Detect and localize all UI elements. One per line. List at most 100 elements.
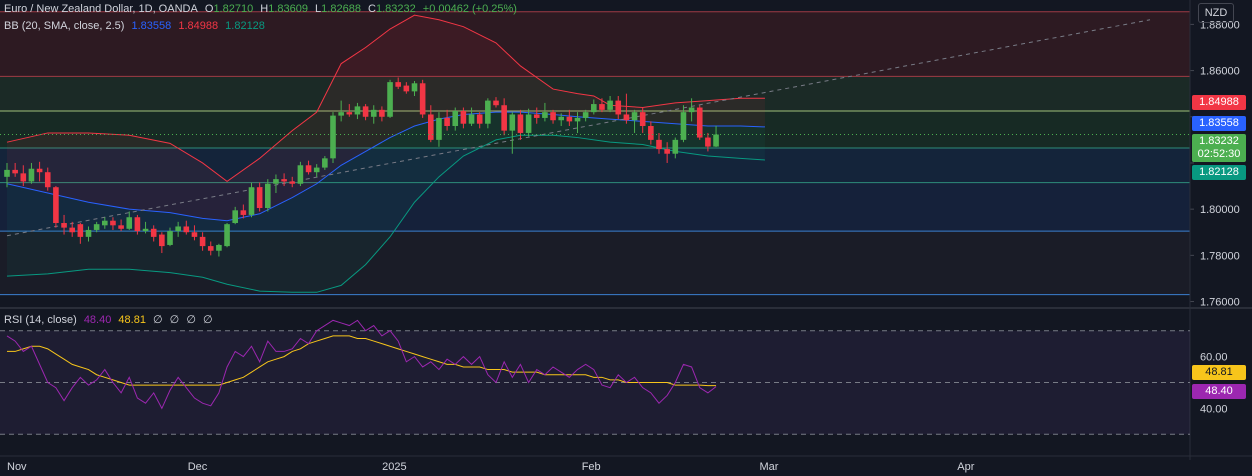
candle-body [362, 106, 369, 117]
rsi-tag-value: 48.40 [1192, 384, 1246, 399]
price-tag-close: 1.83232 02:52:30 [1192, 134, 1246, 162]
bb-basis-value: 1.83558 [131, 20, 172, 32]
bb-legend[interactable]: BB (20, SMA, close, 2.5) 1.83558 1.84988… [4, 20, 269, 32]
candle-body [338, 112, 344, 116]
candle-body [313, 167, 320, 173]
time-axis-label: Mar [760, 461, 779, 473]
candle-body [648, 126, 654, 140]
candle-body [110, 220, 116, 226]
candle-body [664, 149, 670, 154]
candle-body [411, 83, 418, 92]
low-value: 1.82688 [321, 3, 361, 15]
symbol-title: Euro / New Zealand Dollar, 1D, OANDA [4, 3, 198, 15]
candle-body [460, 111, 467, 124]
candle-body [85, 229, 92, 237]
rsi-axis-label: 40.00 [1200, 403, 1228, 415]
empty-value-3: ∅ [186, 314, 196, 326]
candle-body [354, 106, 361, 115]
currency-button[interactable]: NZD [1198, 3, 1234, 23]
candle-body [623, 114, 630, 121]
candle-body [582, 112, 589, 118]
price-tag-close-value: 1.83232 [1199, 135, 1239, 147]
countdown-timer: 02:52:30 [1197, 148, 1241, 160]
candle-body [183, 226, 190, 233]
candle-body [150, 228, 157, 237]
rsi-legend[interactable]: RSI (14, close) 48.40 48.81 ∅ ∅ ∅ ∅ [4, 313, 217, 326]
candle-body [370, 109, 377, 117]
zone-band [0, 182, 1190, 232]
candle-body [403, 85, 410, 92]
bb-label: BB (20, SMA, close, 2.5) [4, 20, 125, 32]
candle-body [232, 210, 238, 224]
candle-body [476, 114, 483, 124]
candle-body [395, 82, 401, 87]
candle-body [493, 100, 499, 106]
candle-body [705, 137, 711, 147]
bb-lower-line [6, 134, 765, 293]
candle-body [680, 112, 687, 140]
candle-body [134, 217, 141, 232]
close-label: C [368, 3, 376, 15]
zone-band [0, 111, 1190, 148]
candle-body [550, 112, 556, 121]
bb-upper-value: 1.84988 [178, 20, 219, 32]
bb-upper-fill [7, 15, 765, 221]
candle-body [4, 169, 10, 177]
candle-body [256, 187, 263, 208]
bb-upper-line [6, 14, 765, 183]
candle-body [713, 134, 719, 147]
candle-body [199, 236, 206, 247]
bb-lower-fill [7, 112, 765, 293]
empty-value-2: ∅ [169, 314, 180, 326]
candle-body [216, 244, 222, 251]
candle-body [305, 165, 312, 173]
candle-body [696, 107, 703, 138]
candle-body [591, 104, 597, 113]
candle-body [44, 172, 51, 188]
candle-body [191, 232, 198, 237]
candle-body [61, 223, 67, 228]
price-axis-label: 1.86000 [1200, 66, 1240, 78]
price-axis-label: 1.76000 [1200, 297, 1240, 309]
high-value: 1.83609 [268, 3, 308, 15]
candle-body [69, 227, 75, 233]
bb-lower-value: 1.82128 [225, 20, 265, 32]
candle-body [639, 112, 646, 127]
change-value: +0.00462 (+0.25%) [422, 3, 517, 15]
candle-body [607, 100, 613, 110]
candle-body [444, 117, 450, 127]
rsi-axis-label: 60.00 [1200, 352, 1228, 364]
candle-body [452, 111, 459, 127]
candle-body [533, 114, 540, 118]
candle-body [387, 82, 393, 117]
low-label: L [315, 3, 322, 15]
candle-body [558, 116, 564, 121]
candle-body [501, 105, 507, 131]
symbol-legend: Euro / New Zealand Dollar, 1D, OANDA O1.… [4, 3, 521, 15]
candle-body [240, 210, 247, 215]
candle-body [175, 226, 181, 232]
candle-body [265, 183, 271, 208]
open-value: 1.82710 [213, 3, 254, 15]
candle-body [379, 109, 385, 117]
candle-body [672, 139, 679, 154]
rsi-sma-value: 48.81 [118, 314, 146, 326]
candle-body [281, 179, 287, 182]
candle-body [542, 112, 548, 118]
candle-body [615, 100, 622, 115]
candle-body [688, 107, 695, 113]
price-tag-upper: 1.84988 [1192, 95, 1246, 110]
empty-value-1: ∅ [153, 314, 163, 326]
candle-body [509, 114, 516, 131]
candle-body [53, 187, 59, 224]
candle-body [273, 179, 279, 184]
candle-body [525, 114, 532, 133]
candle-body [77, 224, 84, 237]
price-axis-label: 1.78000 [1200, 250, 1240, 262]
candle-body [248, 187, 255, 215]
candle-body [142, 228, 149, 232]
price-axis-label: 1.80000 [1200, 204, 1240, 216]
candle-body [428, 114, 434, 140]
candle-body [126, 217, 133, 229]
